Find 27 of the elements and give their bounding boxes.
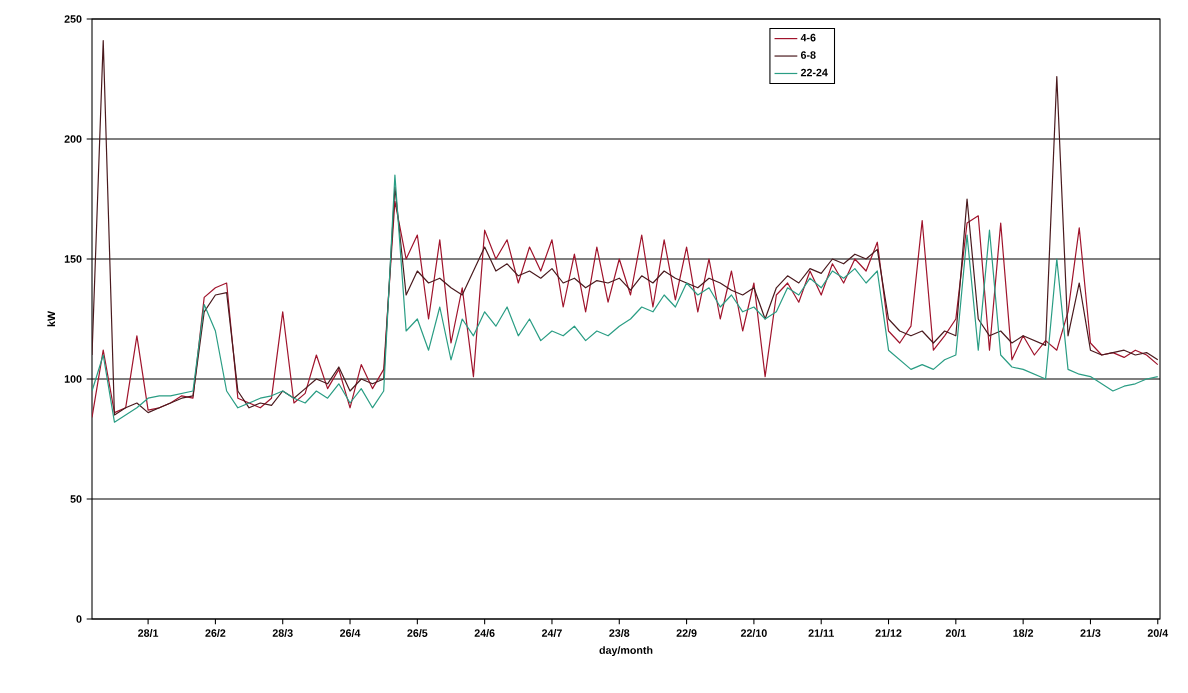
x-tick-label: 23/8 [609,629,630,637]
y-tick-label: 100 [64,375,82,383]
x-tick-label: 22/10 [740,629,767,637]
legend-label: 22-24 [800,68,828,77]
x-tick-label: 18/2 [1013,629,1034,637]
legend-label: 6-8 [800,51,816,59]
legend-label: 4-6 [800,33,816,42]
x-tick-label: 26/4 [340,629,361,637]
x-tick-label: 24/6 [474,629,495,637]
x-tick-label: 22/9 [676,629,697,637]
x-tick-label: 21/12 [875,629,902,637]
x-tick-label: 28/1 [138,629,159,637]
x-tick-label: 21/3 [1080,629,1101,637]
y-tick-label: 50 [70,495,82,503]
y-tick-label: 200 [64,135,82,143]
y-tick-label: 250 [64,15,82,23]
y-tick-label: 150 [64,255,82,263]
x-tick-label: 20/4 [1147,629,1169,637]
y-tick-label: 0 [76,615,82,623]
x-tick-label: 24/7 [541,629,562,637]
x-tick-label: 28/3 [272,629,293,637]
x-tick-label: 20/1 [945,629,966,637]
x-tick-label: 26/2 [205,629,226,637]
y-axis-title: kW [47,311,56,327]
x-axis-title: day/month [599,646,653,657]
x-tick-label: 21/11 [808,629,834,637]
x-tick-label: 26/5 [407,629,428,637]
